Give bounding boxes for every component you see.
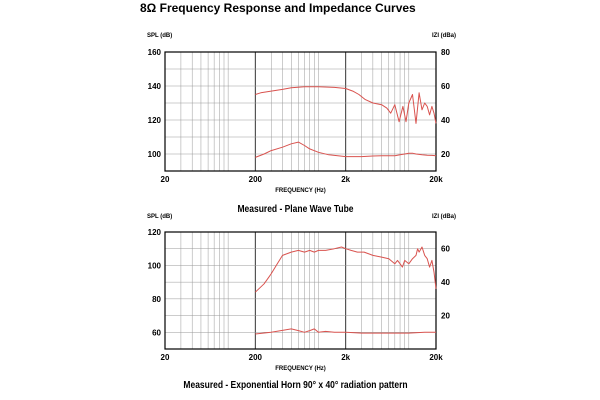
chart-title: Measured - Exponential Horn 90° x 40° ra…: [183, 379, 407, 390]
series-line-2: [255, 328, 436, 335]
y2-axis-label: IZI (dBa): [432, 214, 456, 220]
plot-frame: [164, 51, 437, 172]
y2-axis-label: IZI (dBa): [432, 33, 456, 39]
y-tick-label: 140: [148, 82, 162, 91]
y2-tick-label: 60: [441, 245, 450, 254]
plot-frame: [164, 231, 437, 350]
series-line-1: [255, 86, 437, 124]
y-tick-label: 80: [152, 295, 161, 304]
y2-tick-label: 20: [441, 150, 450, 159]
y2-tick-label: 80: [441, 48, 450, 57]
y-tick-label: 120: [148, 116, 162, 125]
y-tick-label: 60: [152, 328, 161, 337]
y-tick-label: 120: [148, 228, 162, 237]
chart-1: 100 120 140 160 20 40 60 80 20 200 2k 20k SPL (dB) IZ…: [147, 33, 456, 214]
x-tick-label: 200: [249, 175, 263, 184]
x-tick-label: 2k: [341, 353, 350, 362]
y2-tick-label: 40: [441, 116, 450, 125]
y2-tick-label: 40: [441, 278, 450, 287]
x-axis-label: FREQUENCY (Hz): [275, 188, 326, 194]
y-axis-label: SPL (dB): [147, 33, 172, 39]
x-tick-label: 200: [249, 353, 263, 362]
x-tick-label: 20: [161, 353, 170, 362]
series-line-1: [254, 246, 437, 293]
chart-title: Measured - Plane Wave Tube: [237, 203, 353, 214]
series-line-2: [255, 141, 437, 158]
y-tick-label: 100: [148, 150, 162, 159]
y2-tick-label: 20: [441, 312, 450, 321]
x-tick-label: 20k: [429, 353, 443, 362]
y-tick-label: 100: [148, 261, 162, 270]
x-axis-label: FREQUENCY (Hz): [275, 366, 326, 372]
x-tick-label: 20k: [429, 175, 443, 184]
y-axis-label: SPL (dB): [147, 214, 172, 220]
x-tick-label: 20: [161, 175, 170, 184]
page-title: 8Ω Frequency Response and Impedance Curv…: [140, 1, 416, 15]
x-tick-label: 2k: [341, 175, 350, 184]
y2-tick-label: 60: [441, 82, 450, 91]
y-tick-label: 160: [148, 48, 162, 57]
chart-2: 60 80 100 120 20 40 60 20 200 2k 20k SPL (dB) IZI (d…: [147, 214, 456, 390]
